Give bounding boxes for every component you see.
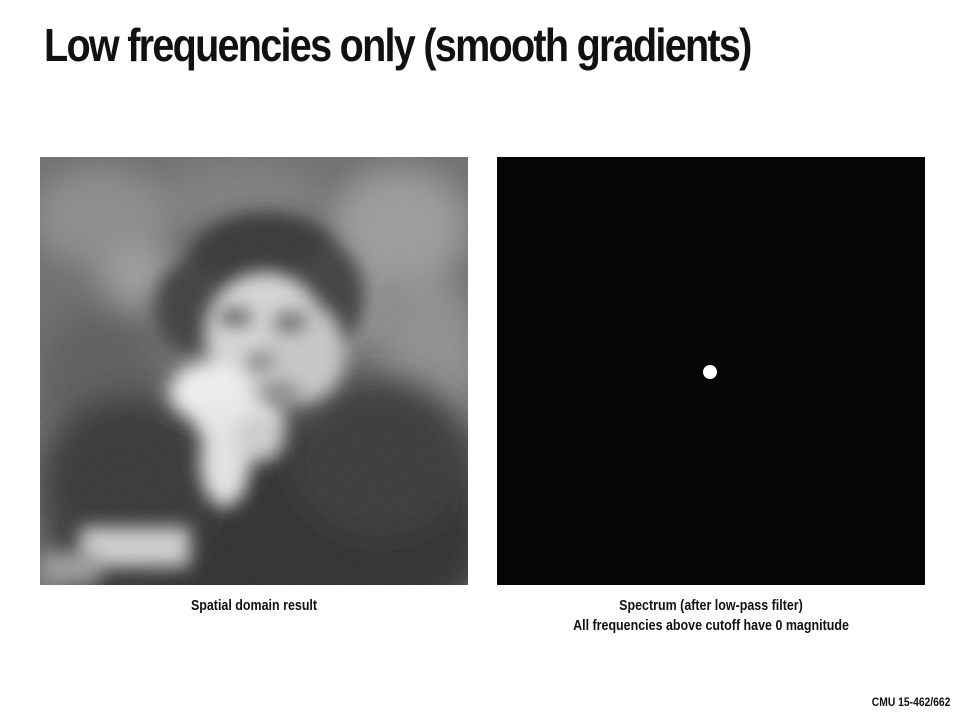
spectrum-caption-line1: Spectrum (after low-pass filter): [619, 598, 803, 614]
course-footer: CMU 15-462/662: [871, 695, 950, 709]
blurred-portrait-photo: [40, 157, 468, 585]
slide-title: Low frequencies only (smooth gradients): [44, 19, 752, 71]
spectrum-caption-line2: All frequencies above cutoff have 0 magn…: [573, 618, 849, 634]
spatial-caption: Spatial domain result: [190, 598, 318, 614]
cutoff-frequency-dot: [703, 365, 717, 379]
spectrum-image: [497, 157, 925, 585]
low-pass-spectrum: [497, 157, 925, 585]
spatial-domain-image: [40, 157, 468, 585]
